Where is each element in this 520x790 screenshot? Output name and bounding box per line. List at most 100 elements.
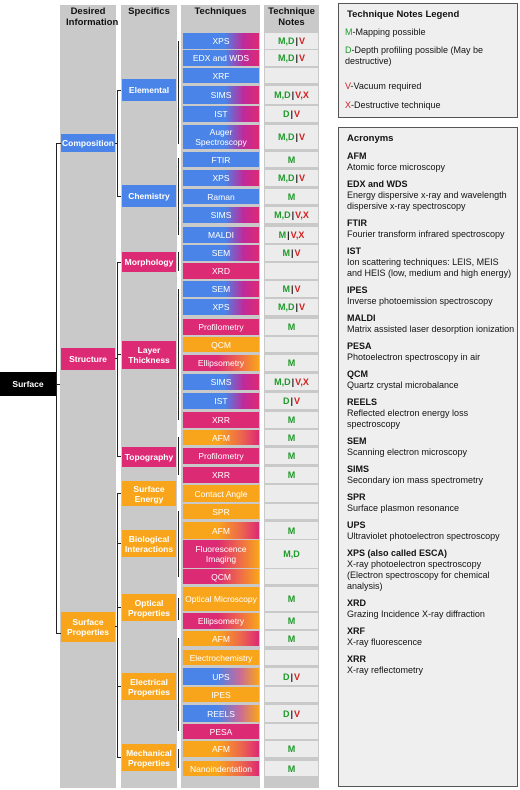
acronym-entry: XRR X-ray reflectometry <box>347 654 515 676</box>
technique-note <box>265 687 318 702</box>
note-capabilities: M <box>287 451 296 461</box>
acronym-entry: EDX and WDS Energy dispersive x-ray and w… <box>347 179 515 212</box>
technique-note: M | V,X <box>265 227 318 243</box>
technique-contact-angle: Contact Angle <box>183 485 259 502</box>
acronym-term: AFM <box>347 151 367 161</box>
technique-electrochemistry: Electrochemistry <box>183 650 259 665</box>
technique-maldi: MALDI <box>183 227 259 243</box>
legend-item-depth: D-Depth profiling possible (May be destr… <box>345 45 484 66</box>
technique-note: M <box>265 412 318 428</box>
header-desired: Desired Information <box>66 6 119 28</box>
acronym-definition: Reflected electron energy loss spectrosc… <box>347 408 469 429</box>
note-capabilities: D <box>282 109 290 119</box>
technique-note: M,D | V <box>265 299 318 315</box>
technique-afm: AFM <box>183 741 259 757</box>
acronym-definition: Energy dispersive x-ray and wavelength d… <box>347 190 507 211</box>
acronym-term: QCM <box>347 369 368 379</box>
note-capabilities: M <box>287 322 296 332</box>
category-composition: Composition <box>61 134 115 152</box>
technique-sims: SIMS <box>183 207 259 223</box>
technique-note: M,D <box>265 540 318 568</box>
connector-elemental <box>117 90 121 91</box>
acronym-entry: PESA Photoelectron spectroscopy in air <box>347 341 515 363</box>
note-requirements: V,X <box>290 230 305 240</box>
technique-qcm: QCM <box>183 337 259 352</box>
desired-column <box>60 5 116 788</box>
acronym-term: XRR <box>347 654 367 664</box>
technique-note: D | V <box>265 393 318 409</box>
technique-note: M,D | V,X <box>265 207 318 223</box>
branch-elemental <box>178 41 179 144</box>
technique-note: M <box>265 587 318 611</box>
technique-xrr: XRR <box>183 412 259 428</box>
acronym-definition: Quartz crystal microbalance <box>347 380 459 390</box>
technique-note: M <box>265 631 318 646</box>
technique-afm: AFM <box>183 631 259 646</box>
branch-morphology <box>178 252 179 271</box>
note-capabilities: M <box>287 744 296 754</box>
technique-profilometry: Profilometry <box>183 448 259 464</box>
connector-composition <box>56 143 61 144</box>
note-capabilities: D <box>282 708 290 719</box>
acronyms-list: AFM Atomic force microscopy EDX and WDS Ene… <box>347 151 515 682</box>
technique-note: M <box>265 613 318 629</box>
technique-ellipsometry: Ellipsometry <box>183 613 259 629</box>
note-capabilities: M,D <box>274 210 291 220</box>
technique-nanoindentation: Nanoindentation <box>183 761 259 776</box>
connector-chemistry <box>117 196 121 197</box>
acronym-definition: X-ray fluorescence <box>347 637 423 647</box>
technique-sem: SEM <box>183 245 259 261</box>
acronym-definition: X-ray photoelectron spectroscopy (Electr… <box>347 559 490 591</box>
note-requirements: V,X <box>295 377 309 387</box>
acronym-definition: Ultraviolet photoelectron spectroscopy <box>347 531 500 541</box>
acronym-term: SPR <box>347 492 366 502</box>
note-capabilities: M <box>287 470 296 480</box>
technique-edx-and-wds: EDX and WDS <box>183 50 259 66</box>
note-requirements: V <box>294 671 301 682</box>
acronym-entry: SPR Surface plasmon resonance <box>347 492 515 514</box>
acronym-entry: UPS Ultraviolet photoelectron spectroscop… <box>347 520 515 542</box>
note-capabilities: M,D <box>277 132 295 142</box>
legend-item-destructive: X-Destructive technique <box>345 100 441 110</box>
technique-profilometry: Profilometry <box>183 319 259 335</box>
legend-box: Technique Notes Legend M-Mapping possibl… <box>338 3 518 118</box>
specific-biological-interactions: Biological Interactions <box>122 530 176 557</box>
specifics-column <box>121 5 177 788</box>
note-requirements: V,X <box>295 90 309 100</box>
specific-mechanical-properties: Mechanical Properties <box>122 744 176 771</box>
note-capabilities: M <box>287 415 296 425</box>
connector-morphology <box>117 262 121 263</box>
technique-sims: SIMS <box>183 374 259 390</box>
acronym-definition: Surface plasmon resonance <box>347 503 460 513</box>
technique-note: M <box>265 430 318 445</box>
branch-mechanical <box>178 749 179 768</box>
note-capabilities: M,D <box>277 302 295 312</box>
specific-morphology: Morphology <box>122 252 176 272</box>
acronym-term: PESA <box>347 341 372 351</box>
technique-note: M <box>265 522 318 539</box>
note-requirements: V <box>294 248 301 258</box>
note-requirements: V <box>299 132 306 142</box>
acronym-entry: SEM Scanning electron microscopy <box>347 436 515 458</box>
note-capabilities: M <box>287 616 296 626</box>
note-requirements: V <box>294 396 301 406</box>
technique-note <box>265 650 318 665</box>
acronym-term: XRD <box>347 598 367 608</box>
acronym-entry: XRD Grazing Incidence X-ray diffraction <box>347 598 515 620</box>
note-capabilities: M <box>287 358 296 368</box>
connector-surface-energy <box>117 493 121 494</box>
header-techniques: Techniques <box>194 6 247 17</box>
technique-note <box>265 504 318 519</box>
technique-xrr: XRR <box>183 467 259 483</box>
technique-ups: UPS <box>183 668 259 685</box>
note-capabilities: D <box>282 396 290 406</box>
connector-structure-branch <box>117 262 118 457</box>
technique-note: M,D | V <box>265 33 318 49</box>
technique-raman: Raman <box>183 189 259 204</box>
technique-note: M,D | V <box>265 170 318 186</box>
acronym-definition: Matrix assisted laser desorption ionizat… <box>347 324 515 334</box>
acronym-definition: Fourier transform infrared spectroscopy <box>347 229 505 239</box>
connector-optical <box>117 607 121 608</box>
technique-xrd: XRD <box>183 263 259 279</box>
technique-sem: SEM <box>183 281 259 297</box>
